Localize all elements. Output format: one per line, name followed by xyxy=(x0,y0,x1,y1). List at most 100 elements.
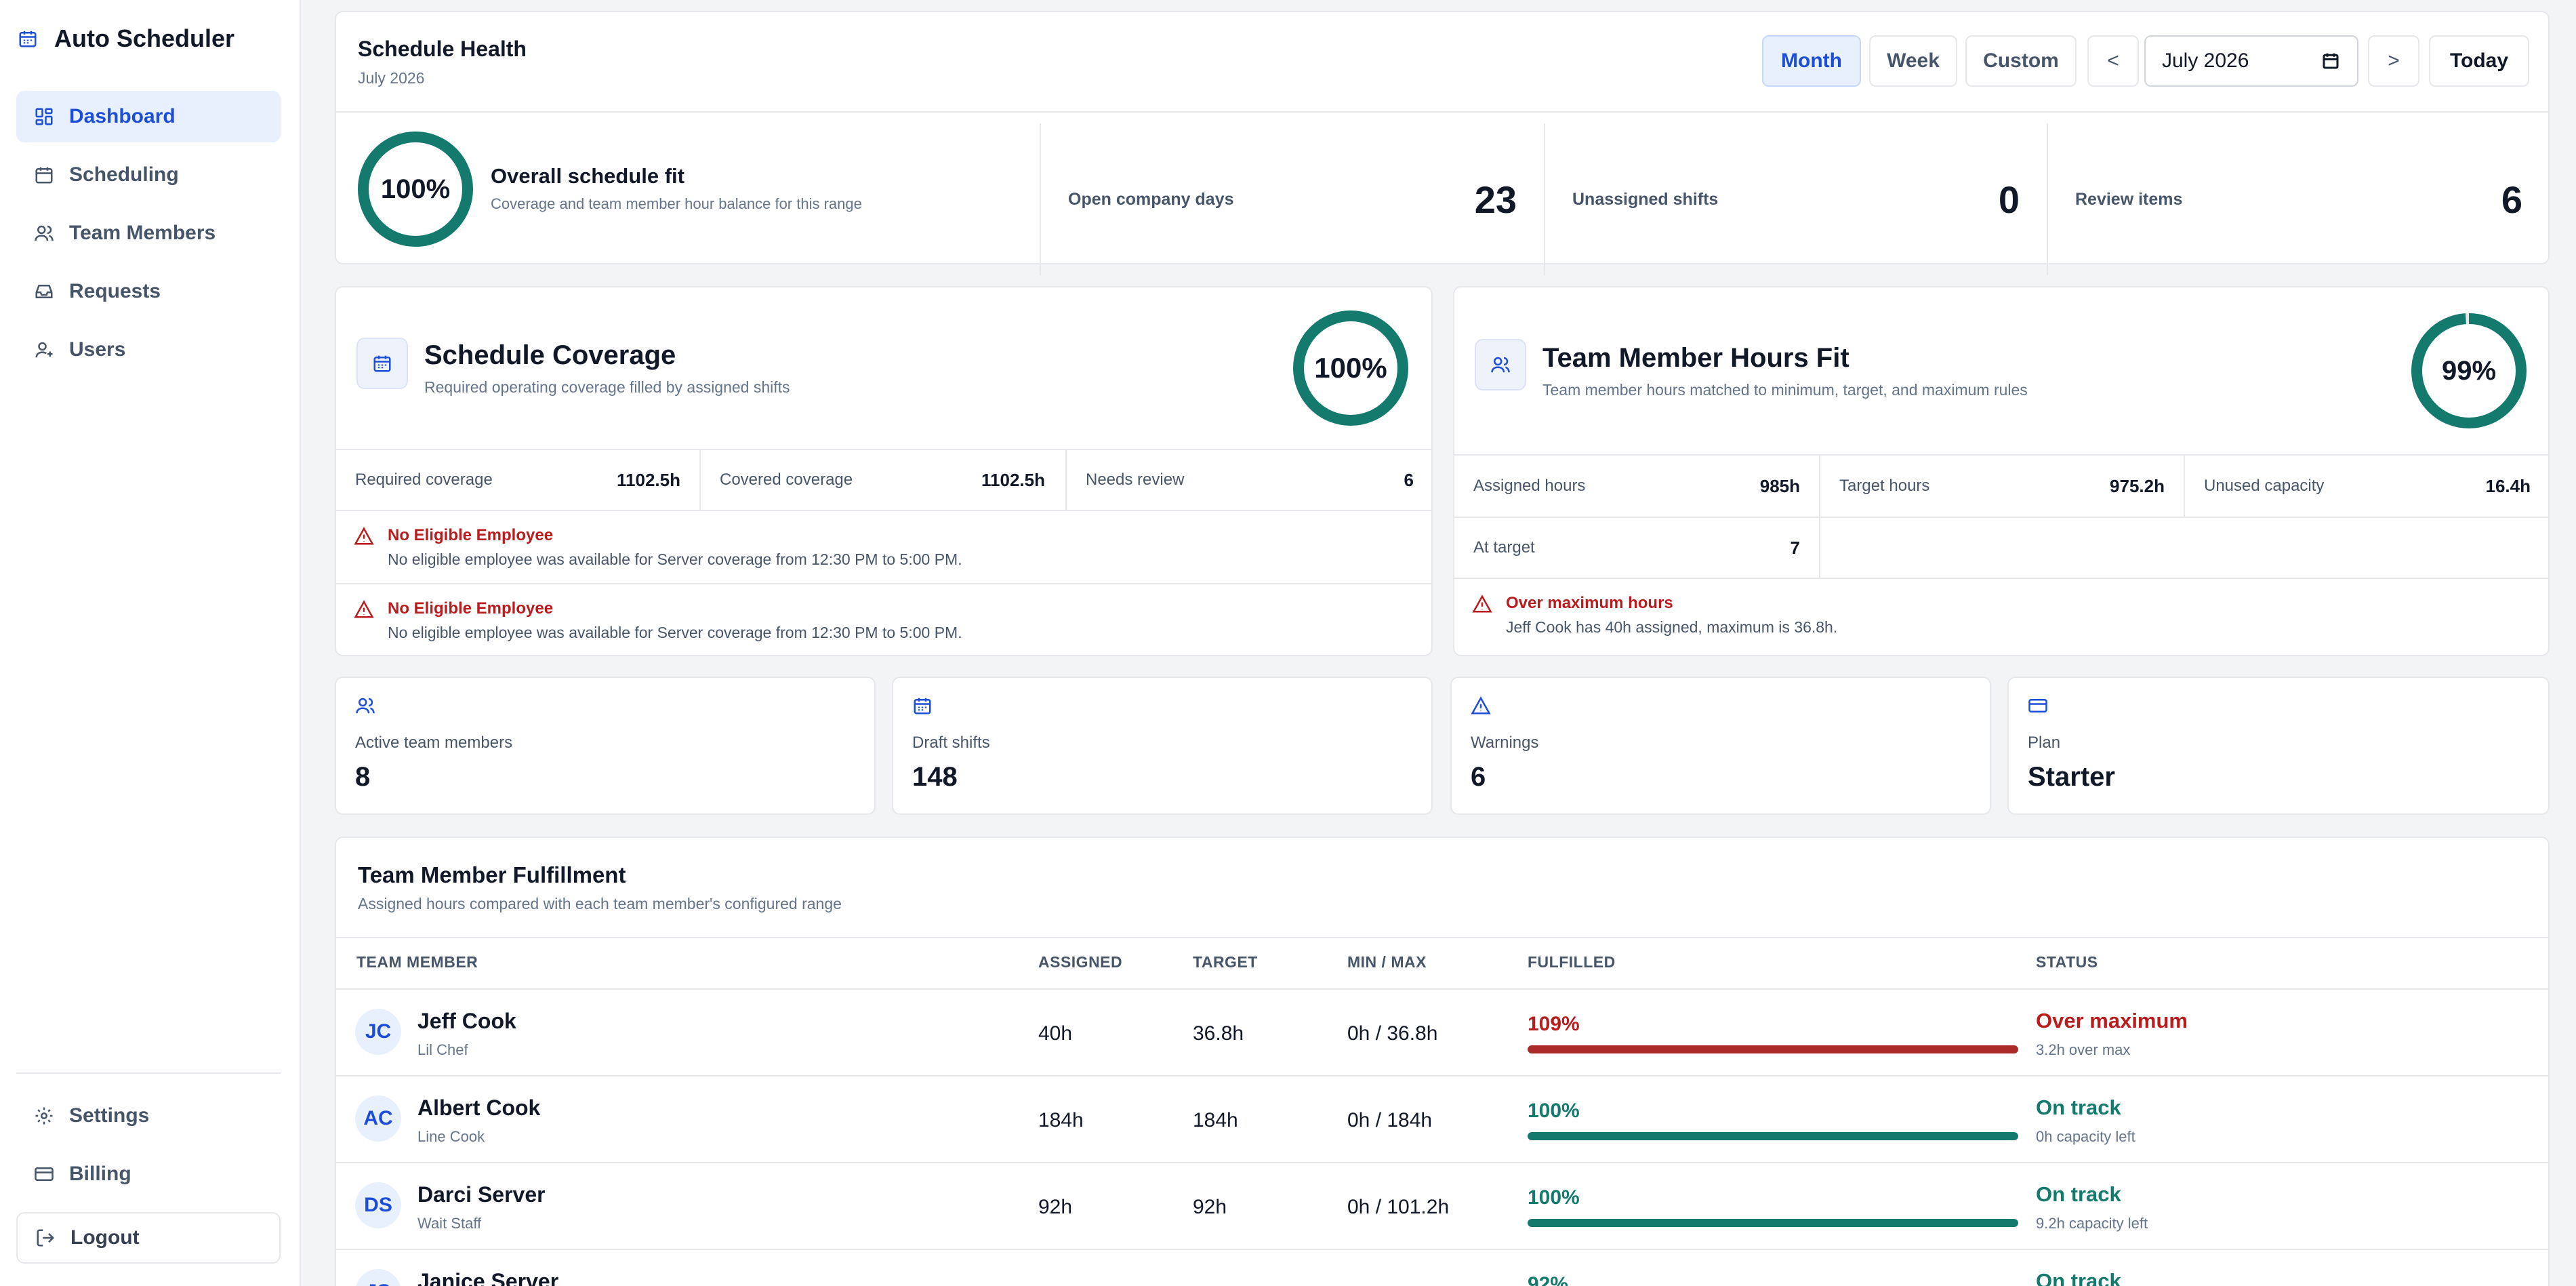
sidebar-item-label: Settings xyxy=(69,1104,150,1127)
sidebar-item-users[interactable]: Users xyxy=(16,324,281,376)
fulfilled-bar xyxy=(1528,1045,2018,1053)
tab-week[interactable]: Week xyxy=(1869,35,1957,87)
tab-custom[interactable]: Custom xyxy=(1965,35,2077,87)
fulfilled-percent: 92% xyxy=(1528,1273,1569,1286)
sidebar-item-requests[interactable]: Requests xyxy=(16,266,281,317)
team-member-name: Darci Server xyxy=(417,1182,546,1207)
tab-month[interactable]: Month xyxy=(1762,35,1861,87)
status-label: On track xyxy=(2036,1182,2121,1206)
page-subtitle: July 2026 xyxy=(358,69,425,87)
summary-label: Plan xyxy=(2028,734,2061,752)
sidebar-item-scheduling[interactable]: Scheduling xyxy=(16,149,281,201)
alert-description: Jeff Cook has 40h assigned, maximum is 3… xyxy=(1506,618,1838,636)
team-member-name: Albert Cook xyxy=(417,1096,541,1120)
logout-button[interactable]: Logout xyxy=(16,1212,281,1264)
metric-value: 6 xyxy=(1404,469,1414,490)
metric-value: 16.4h xyxy=(2485,475,2531,496)
metric-label: Assigned hours xyxy=(1473,477,1586,495)
column-header-min-max[interactable]: MIN / MAX xyxy=(1347,953,1427,971)
hours-fit-ring: 99% xyxy=(2410,312,2528,430)
table-row[interactable]: DS Darci Server Wait Staff 92h 92h 0h / … xyxy=(336,1162,2548,1249)
overall-fit-percent: 100% xyxy=(380,174,451,204)
team-member-role: Lil Chef xyxy=(417,1041,468,1058)
fulfilled-bar-fill xyxy=(1528,1132,2018,1140)
sidebar-item-settings[interactable]: Settings xyxy=(16,1090,281,1142)
column-header-fulfilled[interactable]: FULFILLED xyxy=(1528,953,1616,971)
metric-value: 975.2h xyxy=(2110,475,2165,496)
divider xyxy=(699,450,701,510)
calendar-icon xyxy=(18,28,38,49)
sidebar-item-dashboard[interactable]: Dashboard xyxy=(16,91,281,142)
month-picker[interactable]: July 2026 xyxy=(2144,35,2358,87)
column-header-team-member[interactable]: TEAM MEMBER xyxy=(356,953,478,971)
status-detail: 3.2h over max xyxy=(2036,1041,2131,1058)
coverage-alert[interactable]: No Eligible Employee No eligible employe… xyxy=(354,599,962,642)
sidebar-item-team-members[interactable]: Team Members xyxy=(16,207,281,259)
calendar-icon[interactable] xyxy=(2321,51,2341,71)
target-hours: 36.8h xyxy=(1193,1022,1244,1045)
avatar: DS xyxy=(355,1182,401,1228)
fulfilled-bar-fill xyxy=(1528,1219,2018,1227)
summary-label: Active team members xyxy=(355,734,513,752)
divider xyxy=(336,111,2548,113)
column-header-target[interactable]: TARGET xyxy=(1193,953,1258,971)
metric-target-hours: Target hours 975.2h xyxy=(1820,456,2184,517)
brand[interactable]: Auto Scheduler xyxy=(18,24,234,53)
overall-fit-description: Coverage and team member hour balance fo… xyxy=(491,195,862,212)
avatar: AC xyxy=(355,1096,401,1142)
alert-title: No Eligible Employee xyxy=(388,526,554,544)
logout-icon xyxy=(35,1228,56,1248)
min-max-hours: 0h / 101.2h xyxy=(1347,1196,1450,1218)
users-icon xyxy=(34,223,54,243)
metric-label: Needs review xyxy=(1086,470,1185,489)
metric-covered-coverage: Covered coverage 1102.5h xyxy=(701,450,1064,510)
metric-label: Covered coverage xyxy=(720,470,853,489)
sidebar-item-billing[interactable]: Billing xyxy=(16,1148,281,1200)
assigned-hours: 184h xyxy=(1038,1109,1084,1131)
column-header-status[interactable]: STATUS xyxy=(2036,953,2098,971)
metric-at-target: At target 7 xyxy=(1454,518,1819,578)
prev-period-button[interactable]: < xyxy=(2087,35,2139,87)
table-row[interactable]: JC Jeff Cook Lil Chef 40h 36.8h 0h / 36.… xyxy=(336,988,2548,1075)
sidebar-item-label: Scheduling xyxy=(69,163,179,186)
next-period-button[interactable]: > xyxy=(2368,35,2419,87)
progress-ring xyxy=(358,132,473,247)
hours-fit-alert[interactable]: Over maximum hours Jeff Cook has 40h ass… xyxy=(1472,594,1837,637)
divider xyxy=(336,583,1431,584)
overall-fit-title: Overall schedule fit xyxy=(491,164,684,188)
metric-assigned-hours: Assigned hours 985h xyxy=(1454,456,1819,517)
today-button[interactable]: Today xyxy=(2429,35,2529,87)
team-member-role: Wait Staff xyxy=(417,1215,482,1232)
sidebar-divider xyxy=(16,1072,281,1074)
sidebar-item-label: Billing xyxy=(69,1163,131,1185)
team-member-name: Jeff Cook xyxy=(417,1009,516,1033)
alert-description: No eligible employee was available for S… xyxy=(388,550,962,568)
credit-card-icon xyxy=(34,1164,54,1184)
coverage-subtitle: Required operating coverage filled by as… xyxy=(424,378,790,396)
sidebar-item-label: Dashboard xyxy=(69,105,176,127)
target-hours: 92h xyxy=(1193,1196,1227,1218)
assigned-hours: 40h xyxy=(1038,1022,1073,1045)
metric-label: At target xyxy=(1473,538,1535,557)
metric-value: 7 xyxy=(1790,537,1800,558)
users-icon xyxy=(355,696,375,716)
calendar-icon xyxy=(372,353,392,374)
sidebar-item-label: Logout xyxy=(70,1226,140,1249)
metric-label: Target hours xyxy=(1839,477,1930,495)
table-row[interactable]: JS Janice Server 92% On track xyxy=(336,1249,2548,1286)
warning-icon xyxy=(354,526,374,546)
table-row[interactable]: AC Albert Cook Line Cook 184h 184h 0h / … xyxy=(336,1075,2548,1162)
team-member-role: Line Cook xyxy=(417,1128,485,1145)
schedule-coverage-card: Schedule Coverage Required operating cov… xyxy=(335,286,1433,656)
sidebar-item-label: Team Members xyxy=(69,222,216,244)
metric-needs-review: Needs review 6 xyxy=(1067,450,1433,510)
divider xyxy=(336,449,1431,450)
status-label: On track xyxy=(2036,1269,2121,1286)
stat-value: 23 xyxy=(1474,178,1517,221)
stat-open-company-days: Open company days 23 xyxy=(1040,123,1544,275)
summary-warnings: Warnings 6 xyxy=(1450,677,1991,815)
coverage-percent: 100% xyxy=(1314,352,1387,384)
column-header-assigned[interactable]: ASSIGNED xyxy=(1038,953,1123,971)
coverage-alert[interactable]: No Eligible Employee No eligible employe… xyxy=(354,526,962,569)
metric-value: 1102.5h xyxy=(981,469,1045,490)
